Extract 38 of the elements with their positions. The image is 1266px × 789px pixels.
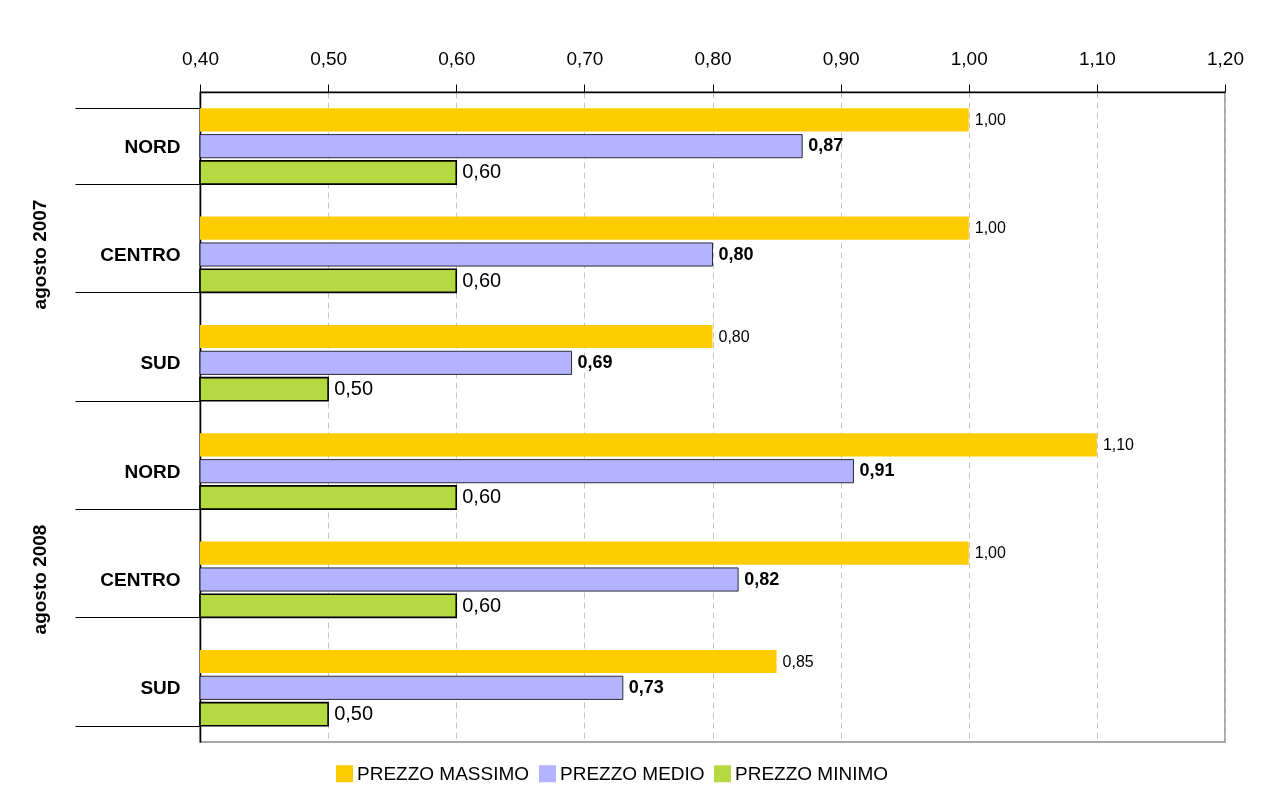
data-label: 0,82 [744,568,780,589]
data-label: 0,50 [334,702,374,725]
text: agosto 2008 [29,524,50,635]
x-tick-label: 0,40 [182,47,219,69]
data-label: 0,80 [718,243,754,264]
y-tick-label: SUD [140,352,181,374]
data-label: 1,10 [1102,435,1135,453]
x-tick-label: 0,70 [566,47,604,69]
x-tick-label: 0,80 [694,47,732,69]
legend-label: PREZZO MINIMO [735,762,889,784]
data-label: 1,00 [974,544,1006,562]
x-tick-label: 0,60 [438,47,476,69]
data-label: 0,60 [462,160,502,183]
data-label: 0,80 [718,327,750,345]
data-label: 0,69 [577,351,613,372]
data-label: 0,60 [462,593,502,616]
legend-label: PREZZO MEDIO [560,762,705,784]
data-label: 0,60 [462,268,502,291]
x-tick-label: 0,90 [822,47,860,69]
y-tick-label: NORD [124,135,181,157]
data-label: 0,50 [334,377,374,400]
x-tick-label: 0,50 [310,47,348,69]
x-tick-label: 1,10 [1078,47,1116,69]
text: agosto 2007 [29,199,50,310]
data-label: 0,73 [628,676,664,697]
y-tick-label: CENTRO [100,244,181,265]
data-label: 1,00 [974,219,1006,237]
y-tick-label: CENTRO [100,569,181,590]
x-tick-label: 1,20 [1207,47,1244,69]
data-label: 1,00 [974,110,1006,128]
legend-label: PREZZO MASSIMO [357,762,530,784]
data-label: 0,87 [808,135,844,156]
data-label: 0,85 [782,652,814,670]
x-tick-label: 1,00 [950,47,988,69]
data-label: 0,91 [859,460,895,481]
y-tick-label: SUD [140,677,181,699]
y-tick-label: NORD [124,460,181,482]
data-label: 0,60 [462,485,502,508]
